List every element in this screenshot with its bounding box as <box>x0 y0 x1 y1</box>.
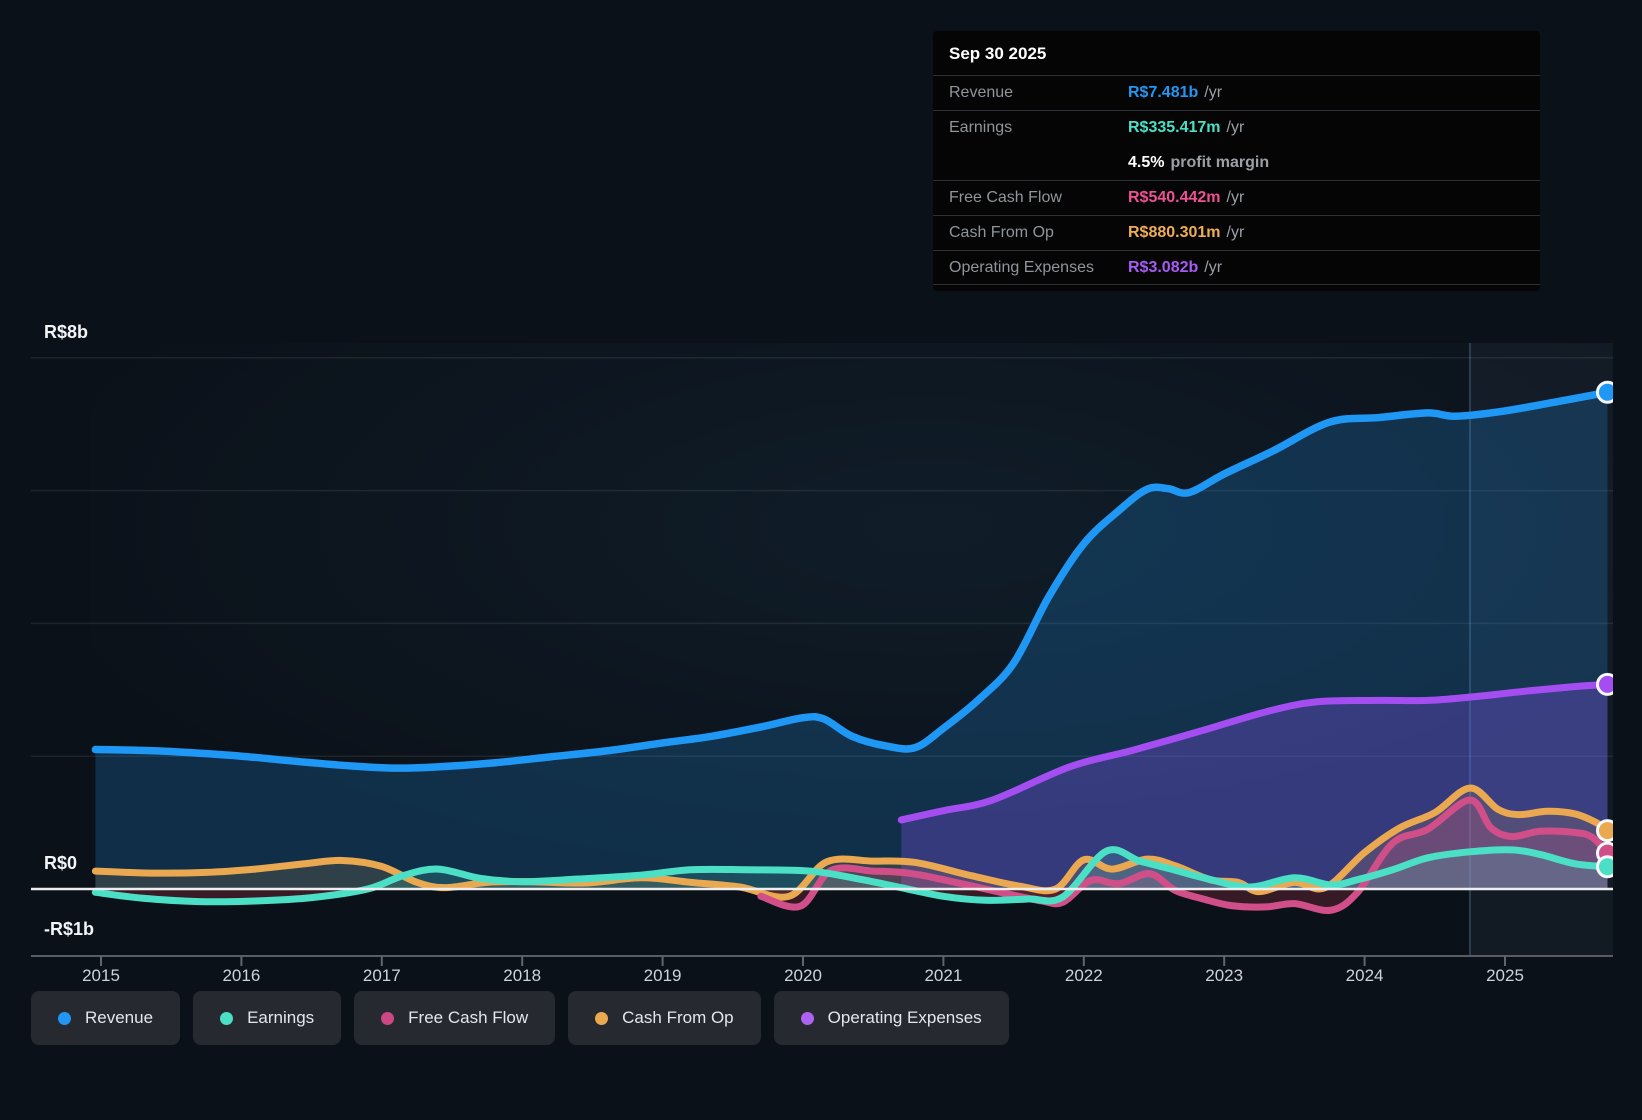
x-axis-label-2015: 2015 <box>82 966 120 985</box>
legend-item-revenue[interactable]: Revenue <box>31 991 181 1045</box>
x-axis-label-2017: 2017 <box>362 966 401 985</box>
legend-label: Revenue <box>85 1008 154 1027</box>
tooltip-value: R$335.417m <box>1128 119 1221 136</box>
tooltip-value: R$7.481b <box>1128 84 1199 101</box>
tooltip-unit: /yr <box>1226 189 1245 206</box>
tooltip-value: R$3.082b <box>1128 258 1199 276</box>
tooltip-row-free-cash-flow: Free Cash Flow R$540.442m /yr <box>933 180 1540 215</box>
cashop-legend-dot-icon <box>595 1011 609 1025</box>
tooltip-row-cash-from-op: Cash From Op R$880.301m /yr <box>933 215 1540 250</box>
tooltip-unit: /yr <box>1226 224 1245 241</box>
legend-label: Cash From Op <box>622 1008 734 1027</box>
legend-item-opex[interactable]: Operating Expenses <box>773 991 1009 1045</box>
x-axis-label-2019: 2019 <box>643 966 682 985</box>
tooltip-unit: profit margin <box>1170 153 1270 171</box>
tooltip-label: Free Cash Flow <box>949 189 1062 206</box>
legend-item-fcf[interactable]: Free Cash Flow <box>354 991 556 1045</box>
legend-label: Operating Expenses <box>827 1008 982 1027</box>
tooltip-label: Revenue <box>949 84 1014 101</box>
series-line-revenue <box>91 388 1612 772</box>
earnings-legend-dot-icon <box>220 1011 234 1025</box>
end-marker-opex <box>1595 672 1613 696</box>
chart-legend: Revenue Earnings Free Cash Flow Cash From O… <box>31 991 1009 1045</box>
tooltip-unit: /yr <box>1204 258 1223 276</box>
tooltip-label: Operating Expenses <box>949 258 1094 276</box>
x-axis-label-2016: 2016 <box>222 966 261 985</box>
tooltip-date: Sep 30 2025 <box>949 44 1047 63</box>
legend-label: Earnings <box>247 1008 315 1027</box>
x-axis-label-2020: 2020 <box>784 966 822 985</box>
x-axis-label-2025: 2025 <box>1486 966 1524 985</box>
series-line-cashop <box>91 784 1611 901</box>
legend-item-earnings[interactable]: Earnings <box>193 991 342 1045</box>
fcf-legend-dot-icon <box>381 1011 395 1025</box>
chart-tooltip: Sep 30 2025 Revenue R$7.481b /yr Earning… <box>933 31 1540 291</box>
series-line-opex <box>897 680 1611 824</box>
tooltip-value: R$880.301m <box>1128 224 1221 241</box>
tooltip-value: 4.5% <box>1128 153 1165 171</box>
series-line-fcf <box>757 796 1611 915</box>
series-area-opex <box>901 684 1608 889</box>
opex-legend-dot-icon <box>800 1011 814 1025</box>
tooltip-value: R$540.442m <box>1128 189 1221 206</box>
tooltip-row-profit-margin: 4.5% profit margin <box>933 145 1540 180</box>
y-axis-label-neg1b: -R$1b <box>44 919 95 940</box>
legend-label: Free Cash Flow <box>408 1008 529 1027</box>
legend-item-cashop[interactable]: Cash From Op <box>568 991 761 1045</box>
y-axis-label-8b: R$8b <box>44 321 89 342</box>
y-axis-label-0: R$0 <box>44 853 78 873</box>
x-axis-label-2021: 2021 <box>924 966 963 985</box>
tooltip-row-operating-expenses: Operating Expenses R$3.082b /yr <box>933 250 1540 285</box>
tooltip-label: Cash From Op <box>949 224 1054 241</box>
series-line-earnings <box>91 846 1611 906</box>
tooltip-row-revenue: Revenue R$7.481b /yr <box>933 75 1540 110</box>
x-axis-label-2018: 2018 <box>503 966 542 985</box>
end-marker-earnings <box>1595 855 1613 879</box>
tooltip-row-earnings: Earnings R$335.417m /yr <box>933 110 1540 145</box>
end-marker-cashop <box>1595 819 1613 843</box>
tooltip-unit: /yr <box>1226 119 1245 136</box>
tooltip-label: Earnings <box>949 119 1013 136</box>
x-axis-label-2022: 2022 <box>1064 966 1103 985</box>
tooltip-unit: /yr <box>1204 84 1223 101</box>
revenue-legend-dot-icon <box>58 1011 71 1025</box>
end-marker-revenue <box>1595 380 1613 404</box>
x-axis-label-2023: 2023 <box>1205 966 1244 985</box>
x-axis-label-2024: 2024 <box>1345 966 1384 985</box>
